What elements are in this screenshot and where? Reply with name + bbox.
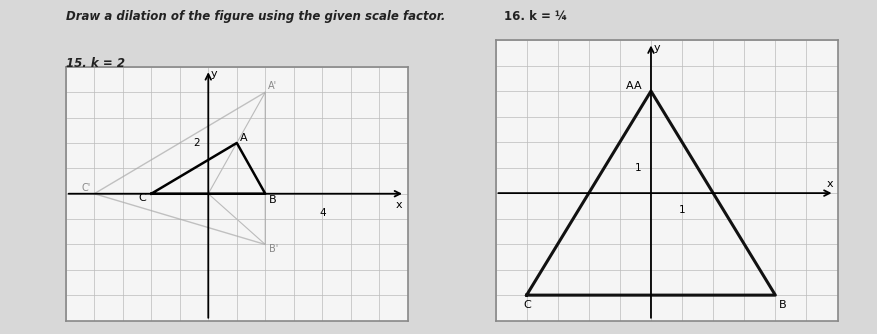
Text: 2: 2 xyxy=(193,138,200,148)
Text: A: A xyxy=(634,80,641,91)
Text: 1: 1 xyxy=(679,205,686,214)
Text: Draw a dilation of the figure using the given scale factor.: Draw a dilation of the figure using the … xyxy=(66,10,446,23)
Text: B: B xyxy=(779,300,786,310)
Text: y: y xyxy=(654,43,660,53)
Text: B: B xyxy=(268,195,276,205)
Text: x: x xyxy=(396,200,403,210)
Text: A: A xyxy=(626,80,634,91)
Text: B': B' xyxy=(268,244,278,254)
Text: A': A' xyxy=(268,81,277,91)
Text: C: C xyxy=(524,300,531,310)
Text: A: A xyxy=(240,133,248,143)
Text: 1: 1 xyxy=(635,163,642,173)
Text: 15. k = 2: 15. k = 2 xyxy=(66,57,125,70)
Text: C': C' xyxy=(82,183,90,193)
Text: y: y xyxy=(210,69,217,79)
Text: x: x xyxy=(826,179,833,189)
Text: 16. k = ¼: 16. k = ¼ xyxy=(504,10,567,23)
Text: C: C xyxy=(139,193,146,203)
Text: 4: 4 xyxy=(319,208,325,218)
